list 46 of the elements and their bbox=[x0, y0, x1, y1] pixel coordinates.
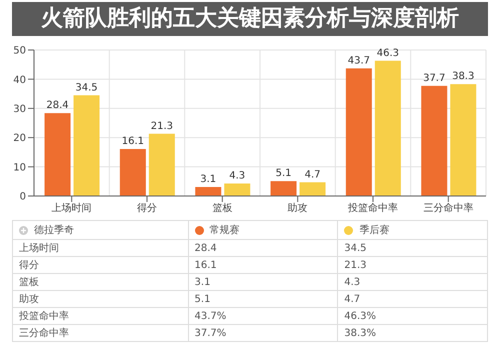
category-label: 三分命中率 bbox=[19, 328, 69, 339]
category-label: 得分 bbox=[19, 260, 39, 271]
text: 5.1 bbox=[188, 290, 338, 308]
data-label: 4.3 bbox=[229, 170, 246, 182]
legend-label: 常规赛 bbox=[188, 220, 338, 240]
x-tick-label: 三分命中率 bbox=[423, 202, 474, 214]
text: 34.5 bbox=[338, 240, 488, 256]
text: 4.3 bbox=[338, 274, 488, 290]
data-label: 3.1 bbox=[200, 174, 216, 185]
category-label: 篮板 bbox=[19, 277, 39, 288]
text: 3.1 bbox=[188, 274, 338, 290]
y-tick-label: 30 bbox=[13, 104, 26, 115]
text: 28.4 bbox=[188, 240, 338, 256]
category-label: 投篮命中率 bbox=[19, 311, 69, 322]
y-tick-label: 10 bbox=[13, 162, 26, 174]
data-label: 37.7 bbox=[423, 72, 446, 84]
y-tick-label: 40 bbox=[13, 74, 26, 86]
legend-title: 德拉季奇 bbox=[12, 220, 188, 240]
text: 37.7% bbox=[188, 324, 338, 342]
text: 16.1 bbox=[188, 256, 338, 274]
category-label: 上场时间 bbox=[19, 243, 59, 254]
category-label: 助攻 bbox=[19, 294, 39, 305]
x-tick-label: 得分 bbox=[137, 202, 157, 214]
legend-label: 季后赛 bbox=[338, 220, 488, 240]
text: 43.7% bbox=[188, 308, 338, 324]
text: 38.3% bbox=[338, 324, 488, 342]
data-label: 21.3 bbox=[150, 120, 174, 132]
text: 4.7 bbox=[338, 290, 488, 308]
x-tick-label: 篮板 bbox=[212, 202, 232, 214]
data-label: 34.5 bbox=[75, 82, 98, 94]
data-label: 16.1 bbox=[122, 136, 144, 147]
text: 46.3% bbox=[338, 308, 488, 324]
data-label: 46.3 bbox=[376, 48, 400, 59]
data-label: 38.3 bbox=[452, 71, 474, 82]
text: 21.3 bbox=[338, 256, 488, 274]
y-tick-label: 20 bbox=[13, 133, 26, 144]
y-tick-label: 0 bbox=[20, 192, 26, 203]
data-label: 28.4 bbox=[46, 100, 69, 112]
x-tick-label: 助攻 bbox=[288, 202, 308, 214]
chart-title: 火箭队胜利的五大关键因素分析与深度剖析 bbox=[12, 2, 488, 36]
x-tick-label: 上场时间 bbox=[52, 202, 92, 214]
data-label: 43.7 bbox=[348, 55, 370, 66]
x-tick-label: 投篮命中率 bbox=[347, 202, 398, 214]
data-label: 4.7 bbox=[304, 169, 320, 180]
y-tick-label: 50 bbox=[13, 46, 26, 57]
data-label: 5.1 bbox=[276, 168, 292, 180]
